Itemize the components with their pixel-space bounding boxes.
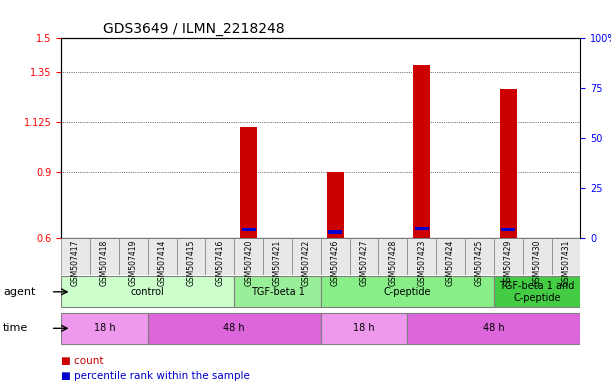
Text: GSM507429: GSM507429: [504, 240, 513, 286]
FancyBboxPatch shape: [205, 238, 234, 275]
Text: time: time: [3, 323, 28, 333]
Text: 48 h: 48 h: [483, 323, 505, 333]
Bar: [242, 228, 255, 232]
FancyBboxPatch shape: [90, 238, 119, 275]
Text: ■ percentile rank within the sample: ■ percentile rank within the sample: [61, 371, 250, 381]
FancyBboxPatch shape: [234, 238, 263, 275]
Text: 18 h: 18 h: [353, 323, 375, 333]
Text: GSM507425: GSM507425: [475, 240, 484, 286]
FancyBboxPatch shape: [465, 238, 494, 275]
FancyBboxPatch shape: [523, 238, 552, 275]
Text: C-peptide: C-peptide: [384, 287, 431, 297]
Text: 48 h: 48 h: [224, 323, 245, 333]
Text: GSM507428: GSM507428: [389, 240, 397, 286]
FancyBboxPatch shape: [552, 238, 580, 275]
FancyBboxPatch shape: [321, 276, 494, 307]
Bar: [240, 127, 257, 238]
Text: GSM507422: GSM507422: [302, 240, 311, 286]
Text: GSM507415: GSM507415: [186, 240, 196, 286]
Text: GSM507419: GSM507419: [129, 240, 137, 286]
Text: GSM507418: GSM507418: [100, 240, 109, 286]
Text: 18 h: 18 h: [93, 323, 115, 333]
FancyBboxPatch shape: [177, 238, 205, 275]
FancyBboxPatch shape: [378, 238, 408, 275]
FancyBboxPatch shape: [263, 238, 292, 275]
FancyBboxPatch shape: [61, 238, 90, 275]
FancyBboxPatch shape: [408, 238, 436, 275]
FancyBboxPatch shape: [436, 238, 465, 275]
Text: GSM507424: GSM507424: [446, 240, 455, 286]
Bar: [500, 89, 517, 238]
Text: ■ count: ■ count: [61, 356, 104, 366]
Text: TGF-beta 1: TGF-beta 1: [251, 287, 304, 297]
Text: GSM507420: GSM507420: [244, 240, 253, 286]
Bar: [502, 228, 515, 231]
FancyBboxPatch shape: [234, 276, 321, 307]
FancyBboxPatch shape: [408, 313, 580, 344]
Text: GDS3649 / ILMN_2218248: GDS3649 / ILMN_2218248: [103, 22, 284, 36]
FancyBboxPatch shape: [494, 276, 580, 307]
Text: GSM507417: GSM507417: [71, 240, 80, 286]
Bar: [413, 65, 430, 238]
FancyBboxPatch shape: [292, 238, 321, 275]
Text: GSM507421: GSM507421: [273, 240, 282, 286]
Bar: [326, 172, 344, 238]
FancyBboxPatch shape: [494, 238, 523, 275]
Text: GSM507426: GSM507426: [331, 240, 340, 286]
Text: agent: agent: [3, 287, 35, 297]
Text: GSM507427: GSM507427: [359, 240, 368, 286]
FancyBboxPatch shape: [148, 238, 177, 275]
Text: GSM507431: GSM507431: [562, 240, 571, 286]
FancyBboxPatch shape: [321, 313, 408, 344]
Text: control: control: [131, 287, 164, 297]
FancyBboxPatch shape: [119, 238, 148, 275]
Text: GSM507430: GSM507430: [533, 240, 542, 286]
Text: GSM507423: GSM507423: [417, 240, 426, 286]
FancyBboxPatch shape: [61, 276, 234, 307]
FancyBboxPatch shape: [148, 313, 321, 344]
Text: TGF-beta 1 and
C-peptide: TGF-beta 1 and C-peptide: [499, 281, 575, 303]
FancyBboxPatch shape: [349, 238, 378, 275]
FancyBboxPatch shape: [321, 238, 349, 275]
Bar: [328, 230, 342, 233]
Bar: [415, 227, 429, 230]
Text: GSM507414: GSM507414: [158, 240, 167, 286]
FancyBboxPatch shape: [61, 313, 148, 344]
Text: GSM507416: GSM507416: [215, 240, 224, 286]
